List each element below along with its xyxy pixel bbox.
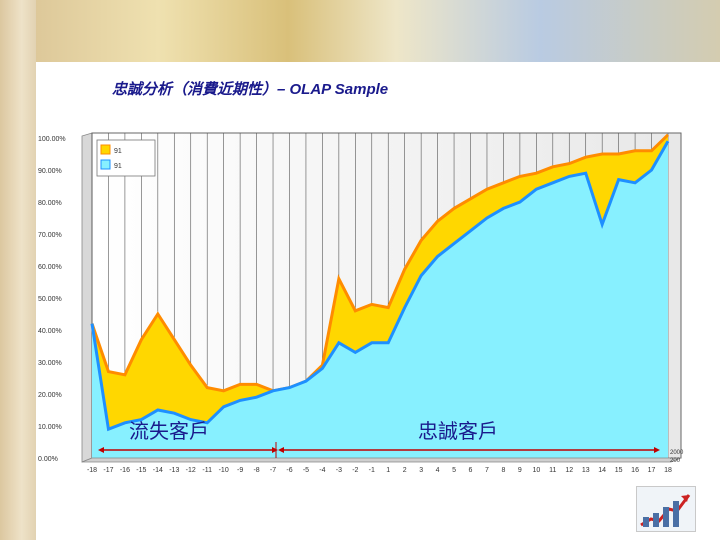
x-tick-label: -16 [120, 467, 130, 474]
x-tick-label: -18 [87, 467, 97, 474]
x-tick-label: 6 [469, 467, 473, 474]
series-2-line [90, 140, 670, 432]
annotation-loyal-customers: 忠誠客戶 [418, 419, 498, 443]
x-tick-label: -13 [169, 467, 179, 474]
y-tick-label: 40.00% [38, 328, 62, 335]
decorative-banner [0, 0, 720, 62]
y-axis-ticks: 0.00% 10.00% 20.00% 30.00% 40.00% 50.00% 60.00… [38, 136, 66, 463]
x-tick-label: 1 [386, 467, 390, 474]
x-tick-label: 10 [532, 467, 540, 474]
y-tick-label: 90.00% [38, 168, 62, 175]
x-tick-label: 4 [436, 467, 440, 474]
y-tick-label: 70.00% [38, 232, 62, 239]
x-tick-label: -5 [303, 467, 309, 474]
series-2-area [92, 141, 668, 458]
y-tick-label: 60.00% [38, 264, 62, 271]
slide-title: 忠誠分析（消費近期性）– OLAP Sample [112, 81, 389, 98]
x-tick-label: -9 [237, 467, 243, 474]
x-tick-label: -4 [319, 467, 325, 474]
legend-swatch-series1 [100, 144, 111, 155]
x-tick-label: 7 [485, 467, 489, 474]
x-tick-label: -6 [286, 467, 292, 474]
chart-floor [81, 457, 682, 463]
chart-side-wall [81, 132, 93, 463]
x-tick-label: 8 [501, 467, 505, 474]
x-extra-label-1: 2000 [670, 450, 684, 456]
series-areas [90, 133, 670, 459]
x-tick-label: -17 [103, 467, 113, 474]
x-tick-label: -15 [136, 467, 146, 474]
y-tick-label: 10.00% [38, 424, 62, 431]
x-tick-label: 16 [631, 467, 639, 474]
x-tick-label: 3 [419, 467, 423, 474]
y-tick-label: 100.00% [38, 136, 66, 143]
x-tick-label: 18 [664, 467, 672, 474]
x-tick-label: -3 [336, 467, 342, 474]
loyalty-area-chart: 0.00% 10.00% 20.00% 30.00% 40.00% 50.00% 60.00… [38, 132, 684, 474]
y-tick-label: 50.00% [38, 296, 62, 303]
x-tick-label: 13 [582, 467, 590, 474]
x-tick-label: -7 [270, 467, 276, 474]
annotation-arrows [98, 442, 660, 458]
x-tick-label: -11 [202, 467, 212, 474]
x-tick-label: -10 [219, 467, 229, 474]
y-tick-label: 0.00% [38, 456, 58, 463]
business-clipart-image [636, 486, 696, 532]
x-tick-label: 14 [598, 467, 606, 474]
x-tick-label: 9 [518, 467, 522, 474]
x-tick-label: 15 [615, 467, 623, 474]
x-tick-label: 5 [452, 467, 456, 474]
legend-label-series1: 91 [114, 148, 122, 155]
x-tick-label: 12 [565, 467, 573, 474]
decorative-strip [0, 0, 36, 540]
x-axis-ticks: -18 -17 -16 -15 -14 -13 -12 -11 -10 -9 -8 -7 -6 -5 -4-… [87, 467, 672, 474]
x-tick-label: -1 [369, 467, 375, 474]
x-tick-label: 17 [648, 467, 656, 474]
annotation-lost-customers: 流失客戶 [129, 419, 209, 443]
legend-swatch-series2 [100, 159, 111, 170]
x-tick-label: -14 [153, 467, 163, 474]
legend-label-series2: 91 [114, 163, 122, 170]
y-tick-label: 80.00% [38, 200, 62, 207]
legend: 91 91 [96, 139, 156, 177]
y-tick-label: 30.00% [38, 360, 62, 367]
y-tick-label: 20.00% [38, 392, 62, 399]
series-1-line [90, 133, 670, 393]
x-tick-label: 2 [403, 467, 407, 474]
x-tick-label: -12 [186, 467, 196, 474]
x-extra-label-2: 200 [670, 458, 681, 464]
x-tick-label: 11 [549, 467, 556, 474]
rising-arrow-icon [637, 487, 695, 531]
x-tick-label: -8 [253, 467, 259, 474]
x-tick-label: -2 [352, 467, 358, 474]
